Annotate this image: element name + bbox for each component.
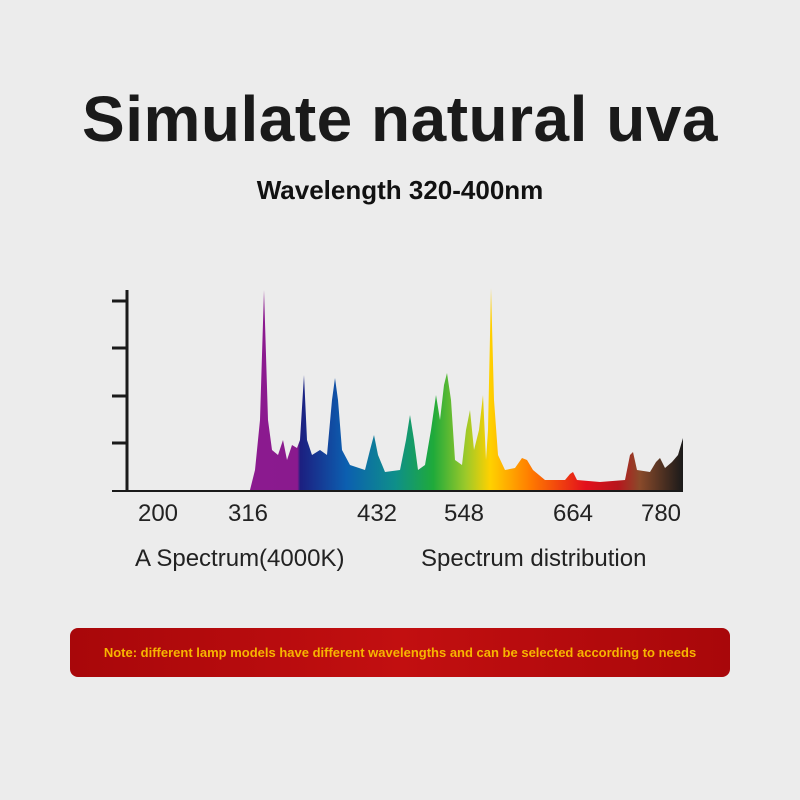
x-tick-label: 780 [640,500,682,527]
caption-right: Spectrum distribution [421,545,647,572]
x-tick-label: 432 [356,500,398,527]
caption-left: A Spectrum(4000K) [135,545,345,572]
note-banner: Note: different lamp models have differe… [70,628,730,677]
x-tick-label: 200 [137,500,179,527]
x-tick-label: 548 [443,500,485,527]
x-tick-label: 316 [227,500,269,527]
title: Simulate natural uva [82,83,718,155]
x-tick-label: 664 [552,500,594,527]
axes [112,290,683,492]
note-text: Note: different lamp models have differe… [103,645,697,660]
spectrum-curve [140,288,683,491]
subtitle: Wavelength 320-400nm [256,175,544,205]
